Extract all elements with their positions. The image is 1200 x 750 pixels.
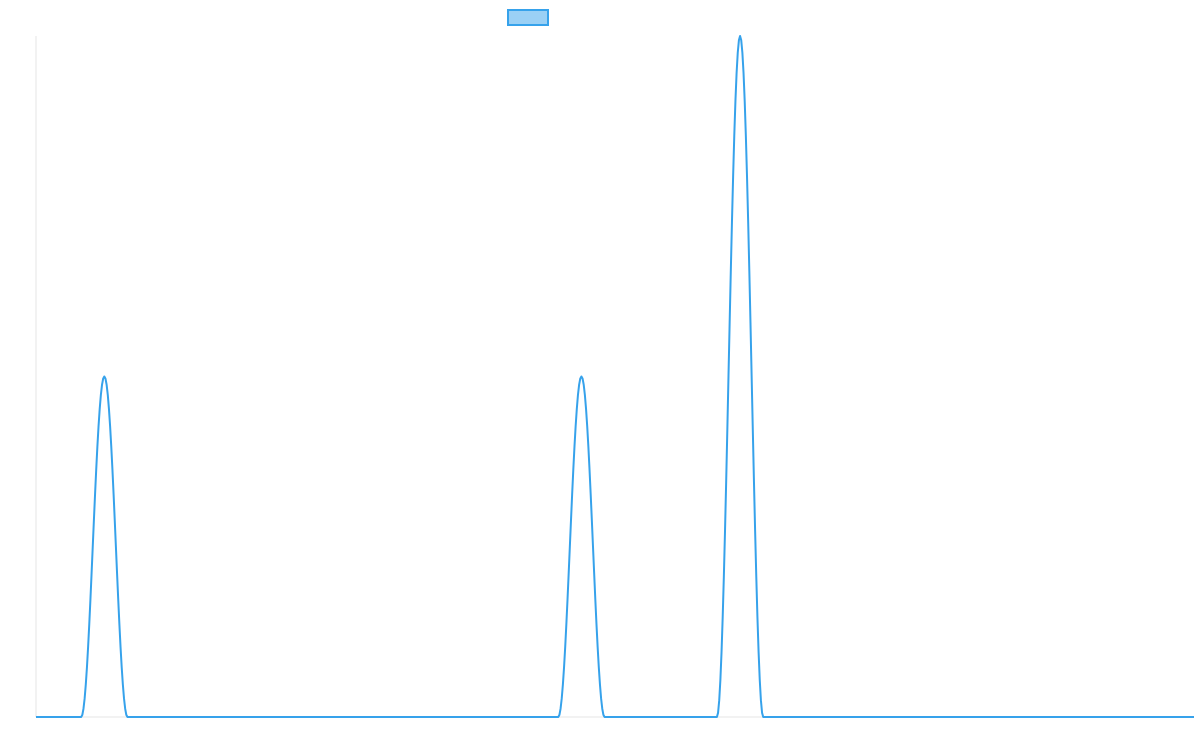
peak-point-0[interactable] [100, 373, 108, 381]
legend-swatch[interactable] [507, 9, 549, 26]
peak-point-1[interactable] [577, 373, 585, 381]
series-line-0 [36, 35, 1194, 718]
peak-point-2[interactable] [736, 32, 744, 40]
legend[interactable] [507, 9, 549, 26]
series-layer [36, 32, 1194, 718]
